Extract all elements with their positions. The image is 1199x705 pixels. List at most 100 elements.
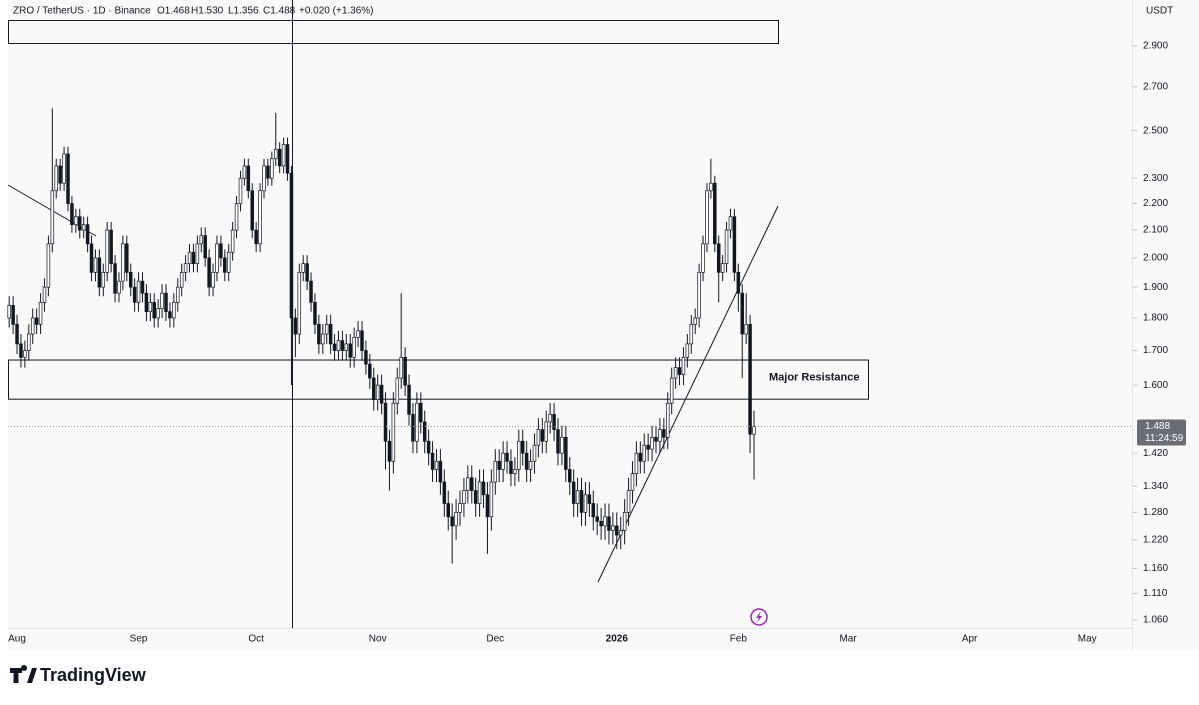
x-tick-label: Dec: [486, 634, 504, 645]
candle-body: [230, 229, 235, 253]
candle-body: [164, 292, 168, 313]
candle-body: [552, 414, 556, 430]
candle-body: [19, 343, 23, 358]
y-tick-label: 1.700: [1143, 345, 1168, 356]
candle-body: [203, 235, 207, 259]
candle-body: [179, 271, 184, 288]
candle-body: [50, 190, 55, 245]
candle-body: [199, 235, 204, 245]
candle-body: [564, 436, 568, 470]
candle-body: [54, 165, 58, 192]
candle-body: [7, 305, 11, 319]
candle-body: [234, 203, 239, 231]
candle-body: [46, 243, 51, 288]
y-tick-label: 1.220: [1143, 534, 1168, 545]
candle-body: [685, 343, 690, 358]
candle-body: [58, 165, 62, 184]
candle-body: [560, 436, 564, 454]
candle-body: [532, 444, 537, 462]
candle-body: [356, 330, 360, 338]
candle-body: [462, 490, 466, 504]
ohlc-close: C1.488: [263, 6, 296, 17]
candle-body: [709, 182, 713, 192]
candle-body: [517, 440, 521, 470]
candle-body: [81, 224, 86, 231]
y-tick-label: 1.800: [1143, 313, 1168, 324]
candle-body: [89, 243, 94, 273]
candle-body: [293, 317, 298, 335]
candle-body: [78, 216, 82, 231]
candle-body: [732, 216, 737, 273]
y-tick-label: 1.110: [1143, 588, 1168, 599]
candle-body: [477, 481, 482, 504]
candle-body: [375, 384, 380, 400]
candle-body: [583, 494, 588, 513]
candle-body: [62, 153, 66, 184]
candle-body: [489, 481, 494, 518]
candle-body: [556, 429, 560, 454]
candle-body: [426, 440, 431, 454]
y-tick-label: 1.600: [1143, 380, 1168, 391]
candle-body: [395, 377, 400, 404]
candle-body: [328, 323, 333, 345]
candle-body: [105, 229, 109, 273]
candle-body: [372, 377, 376, 400]
candle-body: [716, 243, 721, 273]
candle-body: [313, 302, 317, 325]
candle-body: [387, 440, 392, 462]
candle-body: [442, 481, 447, 504]
candle-body: [458, 503, 462, 513]
candle-body: [360, 330, 364, 351]
candle-body: [658, 429, 662, 442]
candle-body: [419, 402, 423, 423]
candle-body: [481, 481, 486, 496]
countdown: 11:24:59: [1145, 433, 1184, 444]
candle-body: [473, 490, 478, 504]
candle-body: [470, 477, 474, 491]
candle-body: [391, 402, 396, 462]
candle-body: [11, 305, 15, 325]
candle-body: [736, 271, 741, 294]
candle-body: [97, 257, 102, 288]
symbol: ZRO / TetherUS · 1D · Binance: [13, 6, 151, 17]
candle-body: [454, 512, 458, 527]
price-axis: [1133, 0, 1199, 650]
candle-body: [446, 503, 450, 518]
candle-body: [254, 229, 258, 245]
y-tick-label: 1.420: [1143, 448, 1168, 459]
resistance-zone: [8, 359, 869, 400]
candle-body: [650, 436, 654, 450]
candle-body: [305, 263, 309, 282]
candle-body: [109, 229, 113, 264]
candle-body: [666, 402, 670, 438]
x-tick-label: Sep: [130, 634, 148, 645]
y-tick-label: 1.900: [1143, 282, 1168, 293]
candle-body: [403, 356, 407, 386]
x-tick-label: Feb: [730, 634, 748, 645]
candle-body: [415, 402, 419, 442]
candle-body: [211, 271, 215, 288]
drawn-rectangle: [8, 20, 779, 44]
candle-body: [379, 384, 384, 404]
candle-body: [156, 308, 160, 319]
candle-body: [669, 377, 674, 404]
y-tick-label: 1.340: [1143, 481, 1168, 492]
candle-body: [438, 460, 443, 483]
candle-body: [274, 148, 278, 160]
candle-body: [344, 343, 349, 351]
candle-body: [407, 384, 411, 415]
candle-body: [450, 516, 454, 527]
candle-body: [618, 530, 623, 536]
candle-body: [571, 481, 576, 504]
candle-body: [148, 302, 153, 313]
candle-body: [160, 292, 164, 309]
candle-body: [364, 350, 368, 365]
candle-body: [509, 460, 513, 474]
candle-body: [744, 323, 748, 335]
candle-body: [411, 414, 415, 442]
candle-body: [128, 271, 133, 288]
candle-body: [183, 263, 188, 273]
candle-body: [74, 216, 78, 226]
candle-body: [681, 356, 686, 375]
candle-body: [250, 190, 254, 231]
